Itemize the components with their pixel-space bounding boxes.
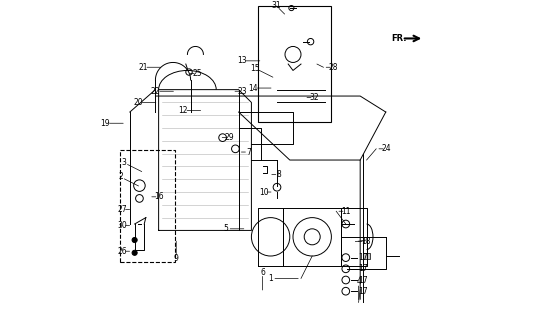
Text: 31: 31 (271, 1, 281, 10)
Text: 20: 20 (134, 98, 143, 107)
Text: 26: 26 (117, 247, 127, 256)
Text: 7: 7 (247, 148, 252, 156)
Text: 9: 9 (174, 254, 178, 263)
Text: 6: 6 (260, 268, 265, 277)
Text: 8: 8 (277, 170, 281, 179)
Text: 22: 22 (151, 87, 161, 96)
Text: 17: 17 (358, 253, 368, 262)
Text: 4: 4 (356, 277, 361, 286)
Circle shape (132, 250, 137, 255)
Text: 2: 2 (118, 172, 123, 181)
Text: 16: 16 (155, 192, 164, 201)
Text: 17: 17 (358, 276, 368, 284)
Text: 15: 15 (250, 64, 260, 73)
Text: 23: 23 (238, 87, 247, 96)
Text: 18: 18 (361, 237, 371, 246)
Text: 24: 24 (382, 144, 391, 153)
Text: 30: 30 (117, 221, 127, 230)
Text: 32: 32 (310, 93, 319, 102)
Text: 14: 14 (249, 84, 258, 92)
Text: 5: 5 (224, 224, 229, 233)
Text: 29: 29 (225, 133, 234, 142)
Text: 3: 3 (121, 158, 126, 167)
Text: 17: 17 (358, 287, 368, 296)
Text: 27: 27 (117, 205, 127, 214)
Bar (363, 253, 370, 259)
Text: 13: 13 (237, 56, 247, 65)
Text: 19: 19 (101, 119, 110, 128)
Text: 12: 12 (178, 106, 188, 115)
Bar (284, 208, 341, 266)
Text: 28: 28 (329, 63, 338, 72)
Text: 1: 1 (268, 274, 273, 283)
Text: 21: 21 (138, 63, 148, 72)
Text: 17: 17 (358, 264, 368, 273)
Text: 25: 25 (193, 69, 202, 78)
Bar (120, 150, 175, 262)
Circle shape (132, 237, 137, 243)
Text: FR.: FR. (391, 34, 407, 43)
Bar (258, 6, 331, 122)
Text: 10: 10 (259, 188, 268, 196)
Text: 11: 11 (342, 207, 351, 216)
